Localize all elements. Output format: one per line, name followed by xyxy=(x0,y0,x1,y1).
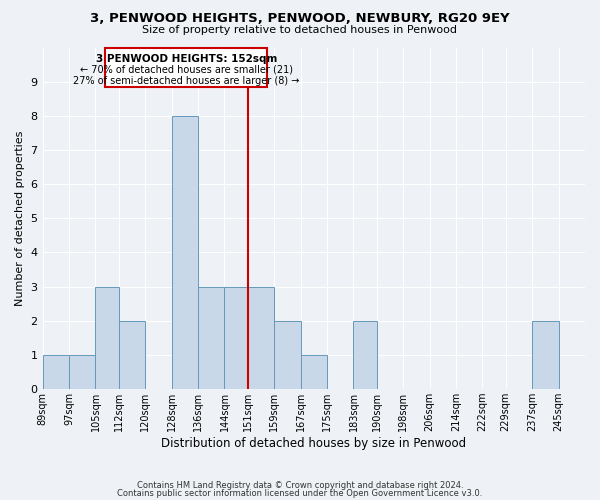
Bar xyxy=(532,321,559,389)
Bar xyxy=(198,286,224,389)
Text: Contains HM Land Registry data © Crown copyright and database right 2024.: Contains HM Land Registry data © Crown c… xyxy=(137,481,463,490)
Text: Contains public sector information licensed under the Open Government Licence v3: Contains public sector information licen… xyxy=(118,488,482,498)
Y-axis label: Number of detached properties: Number of detached properties xyxy=(15,130,25,306)
Bar xyxy=(69,355,95,389)
Text: 3 PENWOOD HEIGHTS: 152sqm: 3 PENWOOD HEIGHTS: 152sqm xyxy=(96,54,277,64)
FancyBboxPatch shape xyxy=(106,48,268,87)
Bar xyxy=(224,286,248,389)
Text: 27% of semi-detached houses are larger (8) →: 27% of semi-detached houses are larger (… xyxy=(73,76,299,86)
Bar xyxy=(248,286,274,389)
Bar xyxy=(172,116,198,389)
Text: 3, PENWOOD HEIGHTS, PENWOOD, NEWBURY, RG20 9EY: 3, PENWOOD HEIGHTS, PENWOOD, NEWBURY, RG… xyxy=(90,12,510,26)
Bar xyxy=(274,321,301,389)
Bar xyxy=(301,355,327,389)
Bar xyxy=(119,321,145,389)
Text: ← 70% of detached houses are smaller (21): ← 70% of detached houses are smaller (21… xyxy=(80,64,293,74)
Bar xyxy=(95,286,119,389)
Bar xyxy=(43,355,69,389)
X-axis label: Distribution of detached houses by size in Penwood: Distribution of detached houses by size … xyxy=(161,437,466,450)
Bar xyxy=(353,321,377,389)
Text: Size of property relative to detached houses in Penwood: Size of property relative to detached ho… xyxy=(143,25,458,35)
